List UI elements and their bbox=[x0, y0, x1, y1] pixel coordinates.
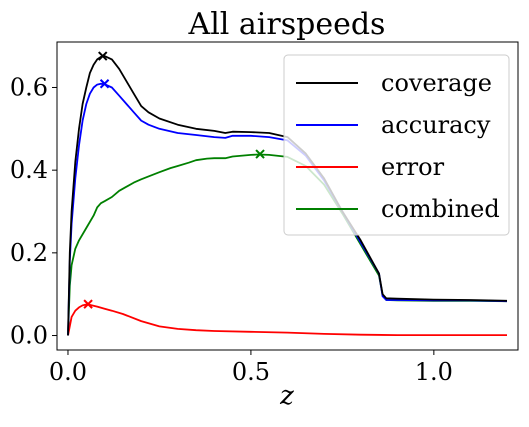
y-tick-label: 0.4 bbox=[10, 156, 48, 184]
series-markers bbox=[83, 51, 265, 309]
legend-label-coverage: coverage bbox=[381, 69, 492, 97]
x-axis: 0.0 0.5 1.0 bbox=[49, 350, 453, 386]
y-tick-label: 0.6 bbox=[10, 73, 48, 101]
max-marker-error bbox=[83, 299, 93, 309]
legend: coverage accuracy error combined bbox=[283, 54, 510, 236]
x-axis-label: z bbox=[279, 381, 294, 411]
max-marker-accuracy bbox=[99, 79, 110, 89]
series-line-error bbox=[67, 303, 507, 337]
x-tick-label: 1.0 bbox=[415, 358, 453, 386]
y-axis: 0.0 0.2 0.4 0.6 bbox=[10, 73, 57, 350]
plot-frame bbox=[56, 41, 519, 351]
y-tick-label: 0.2 bbox=[10, 239, 48, 267]
legend-label-accuracy: accuracy bbox=[381, 111, 491, 139]
x-tick-label: 0.0 bbox=[49, 358, 87, 386]
chart-title: All airspeeds bbox=[188, 7, 386, 42]
legend-box bbox=[283, 54, 510, 236]
max-marker-combined bbox=[255, 149, 265, 159]
max-marker-coverage bbox=[98, 51, 108, 61]
legend-label-combined: combined bbox=[381, 195, 500, 223]
y-tick-label: 0.0 bbox=[10, 322, 48, 350]
series-line-combined bbox=[67, 153, 508, 336]
x-tick-label: 0.5 bbox=[232, 358, 270, 386]
series-lines bbox=[67, 55, 508, 337]
legend-label-error: error bbox=[381, 153, 445, 181]
series-line-coverage bbox=[67, 55, 508, 336]
